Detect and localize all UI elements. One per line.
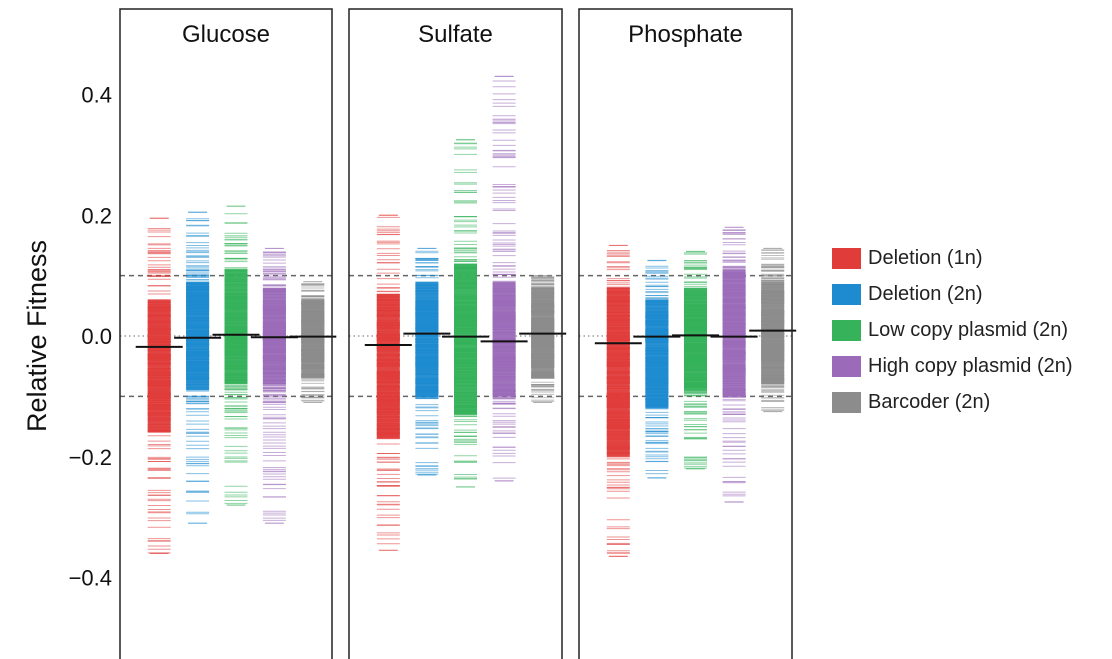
panel-title: Phosphate bbox=[628, 21, 743, 48]
y-tick-label: 0.0 bbox=[81, 324, 112, 349]
panel-title: Glucose bbox=[182, 21, 270, 48]
legend-swatch bbox=[832, 392, 861, 413]
panel-frame bbox=[119, 8, 333, 659]
panel-frame bbox=[578, 8, 793, 659]
legend-swatch bbox=[832, 356, 861, 377]
legend-swatch bbox=[832, 320, 861, 341]
panel-frame bbox=[348, 8, 563, 659]
legend-label: Barcoder (2n) bbox=[868, 391, 991, 413]
y-tick-label: −0.2 bbox=[69, 445, 112, 470]
legend-label: High copy plasmid (2n) bbox=[868, 355, 1073, 377]
y-tick-label: 0.2 bbox=[81, 203, 112, 228]
y-tick-label: 0.4 bbox=[81, 83, 112, 108]
legend-swatch bbox=[832, 284, 861, 305]
legend-swatch bbox=[832, 248, 861, 269]
y-axis-label: Relative Fitness bbox=[22, 240, 52, 432]
strip-core bbox=[147, 299, 171, 433]
legend-label: Deletion (2n) bbox=[868, 283, 983, 305]
y-tick-label: −0.4 bbox=[69, 566, 112, 591]
legend-label: Deletion (1n) bbox=[868, 247, 983, 269]
panel-title: Sulfate bbox=[418, 21, 493, 48]
legend-label: Low copy plasmid (2n) bbox=[868, 319, 1069, 341]
